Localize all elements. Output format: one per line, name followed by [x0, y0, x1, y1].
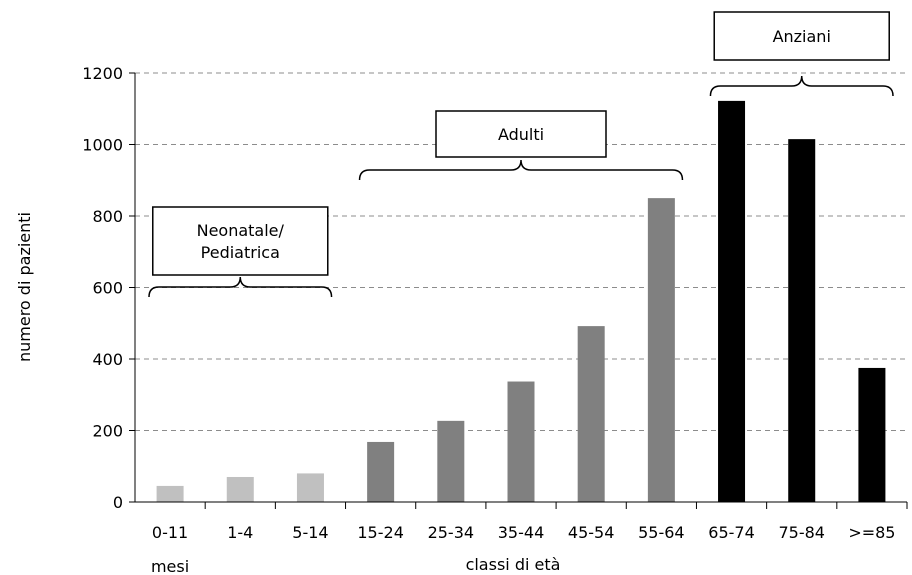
- group-label-box: [152, 206, 329, 276]
- x-tick-label: 65-74: [708, 523, 755, 542]
- y-tick-label: 200: [92, 422, 123, 441]
- x-tick-label: 5-14: [292, 523, 328, 542]
- x-tick-label: >=85: [848, 523, 895, 542]
- bar: [226, 476, 254, 502]
- y-tick-label: 400: [92, 350, 123, 369]
- bar: [296, 473, 324, 502]
- bars: [156, 100, 886, 502]
- x-tick-label: 25-34: [428, 523, 475, 542]
- y-tick-label: 800: [92, 207, 123, 226]
- bar: [788, 139, 816, 502]
- bar: [577, 326, 605, 502]
- group-label: Neonatale/: [197, 221, 285, 240]
- group-label-box: [435, 110, 607, 158]
- x-tick-label: 1-4: [227, 523, 253, 542]
- x-tick-label: 45-54: [568, 523, 615, 542]
- x-tick-label: 55-64: [638, 523, 685, 542]
- group-brace: [709, 75, 894, 97]
- x-axis-title: classi di età: [466, 555, 561, 574]
- group-label: Pediatrica: [201, 243, 280, 262]
- bar: [367, 441, 395, 502]
- group-label-box: [713, 11, 890, 61]
- axes: [129, 72, 908, 509]
- bar: [156, 485, 184, 502]
- group-annotations: Neonatale/Pediatrica Adulti Anziani: [148, 11, 894, 298]
- x-tick-label: 75-84: [778, 523, 825, 542]
- bar: [647, 198, 675, 502]
- x-tick-label: 35-44: [498, 523, 545, 542]
- x-tick-labels: 0-11 mesi 1-4 5-14 15-24 25-34 35-44 45-54 55-64…: [151, 523, 896, 575]
- y-tick-label: 1200: [82, 64, 123, 83]
- y-tick-label: 600: [92, 279, 123, 298]
- x-tick-label: 0-11: [152, 523, 188, 542]
- bar: [437, 420, 465, 502]
- group-brace: [358, 159, 684, 181]
- y-tick-labels: 0 200 400 600 800 1000 1200: [82, 64, 123, 512]
- y-tick-label: 0: [113, 493, 123, 512]
- bar: [718, 100, 746, 502]
- x-tick-label: 15-24: [357, 523, 404, 542]
- y-axis-title: numero di pazienti: [15, 212, 34, 362]
- bar: [858, 367, 886, 502]
- group-label: Anziani: [773, 27, 831, 46]
- y-tick-label: 1000: [82, 136, 123, 155]
- x-tick-sublabel: mesi: [151, 557, 189, 575]
- group-label: Adulti: [498, 125, 544, 144]
- group-brace: [148, 276, 333, 298]
- bar: [507, 381, 535, 502]
